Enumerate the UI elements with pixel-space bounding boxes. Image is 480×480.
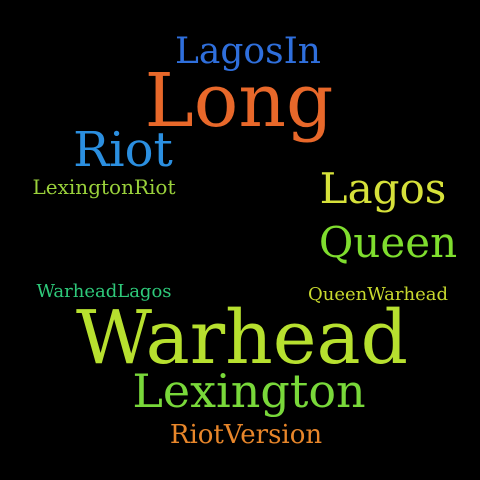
word-lexingtonriot: LexingtonRiot [32,175,176,199]
word-riot: Riot [73,122,173,178]
word-queen: Queen [318,218,458,267]
word-queenwarhead: QueenWarhead [307,284,449,305]
word-lagosin: LagosIn [175,31,321,72]
word-long: Long [144,58,334,144]
word-warhead: Warhead [75,295,409,381]
word-lagos: Lagos [319,164,447,213]
word-riotversion: RiotVersion [169,420,323,450]
word-lexington: Lexington [132,364,366,418]
word-warheadlagos: WarheadLagos [36,281,172,302]
